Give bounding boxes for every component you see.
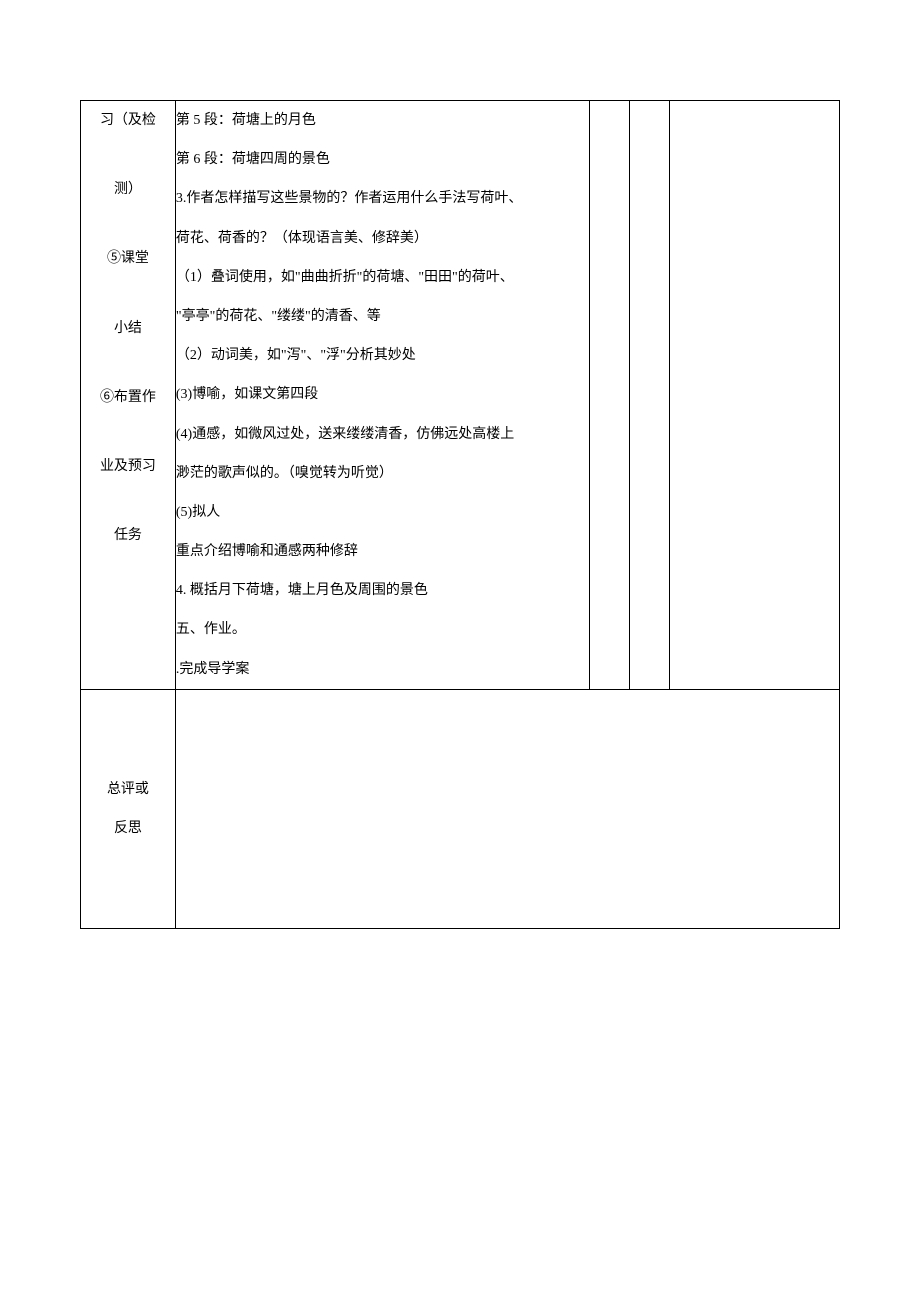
main-row: 习（及检 测） ⑤课堂 小结 ⑥布置作 业及预习 任务 第 5 段：荷塘上的月色… <box>81 101 840 690</box>
content-text: (4)通感，如微风过处，送来缕缕清香，仿佛远处高楼上 <box>176 415 589 454</box>
content-text: 五、作业。 <box>176 610 589 649</box>
bottom-left-cell: 总评或 反思 <box>81 689 176 928</box>
content-text: （2）动词美，如"泻"、"浮"分析其妙处 <box>176 336 589 375</box>
content-text: (3)博喻，如课文第四段 <box>176 375 589 414</box>
content-text: （1）叠词使用，如"曲曲折折"的荷塘、"田田"的荷叶、 <box>176 258 589 297</box>
content-text: 3.作者怎样描写这些景物的？作者运用什么手法写荷叶、 <box>176 179 589 218</box>
label-line: 测） <box>81 170 175 209</box>
content-cell: 第 5 段：荷塘上的月色 第 6 段：荷塘四周的景色 3.作者怎样描写这些景物的… <box>175 101 589 690</box>
content-text: 渺茫的歌声似的。（嗅觉转为听觉） <box>176 454 589 493</box>
bottom-row: 总评或 反思 <box>81 689 840 928</box>
content-text: 荷花、荷香的？（体现语言美、修辞美） <box>176 219 589 258</box>
right-cell <box>670 101 840 690</box>
content-text: 第 6 段：荷塘四周的景色 <box>176 140 589 179</box>
content-text: 重点介绍博喻和通感两种修辞 <box>176 532 589 571</box>
label-line: 业及预习 <box>81 447 175 486</box>
label-line: 习（及检 <box>81 101 175 140</box>
content-text: "亭亭"的荷花、"缕缕"的清香、等 <box>176 297 589 336</box>
label-line: ⑥布置作 <box>81 378 175 417</box>
label-line: 总评或 <box>86 770 170 809</box>
narrow-cell-1 <box>590 101 630 690</box>
label-line: 小结 <box>81 309 175 348</box>
content-text: 4. 概括月下荷塘，塘上月色及周围的景色 <box>176 571 589 610</box>
label-line: 反思 <box>86 809 170 848</box>
left-labels-cell: 习（及检 测） ⑤课堂 小结 ⑥布置作 业及预习 任务 <box>81 101 176 690</box>
narrow-cell-2 <box>630 101 670 690</box>
content-text: (5)拟人 <box>176 493 589 532</box>
lesson-plan-table: 习（及检 测） ⑤课堂 小结 ⑥布置作 业及预习 任务 第 5 段：荷塘上的月色… <box>80 100 840 929</box>
label-line: ⑤课堂 <box>81 239 175 278</box>
content-text: .完成导学案 <box>176 650 589 689</box>
bottom-content-cell <box>175 689 839 928</box>
label-line: 任务 <box>81 516 175 555</box>
content-text: 第 5 段：荷塘上的月色 <box>176 101 589 140</box>
